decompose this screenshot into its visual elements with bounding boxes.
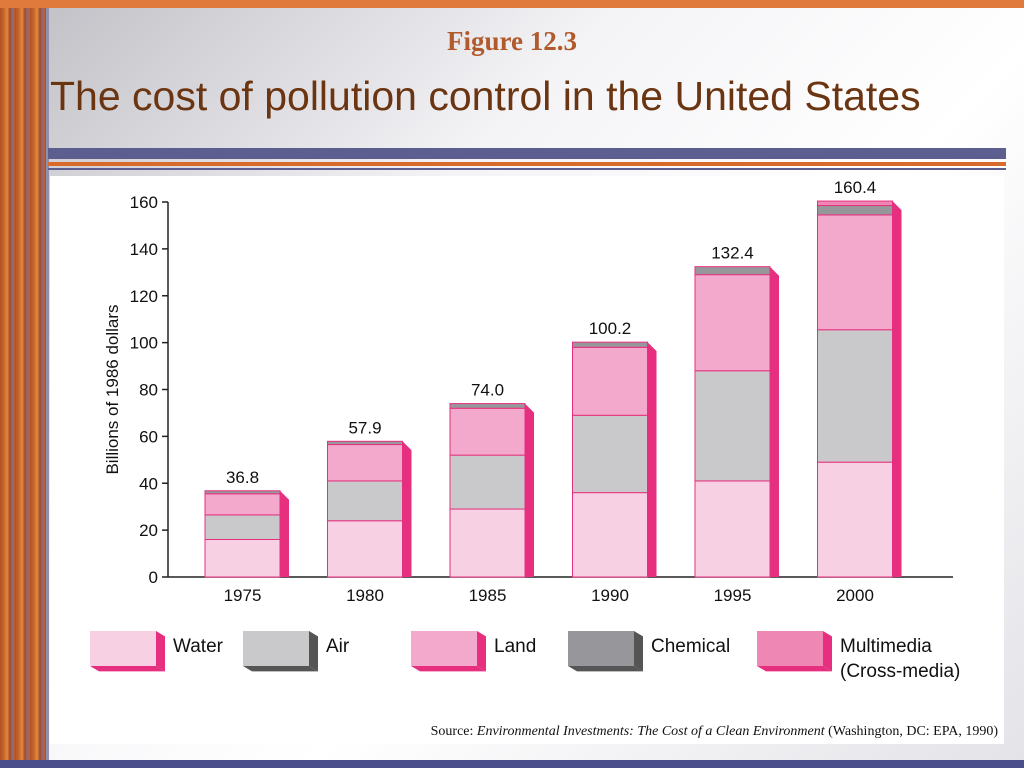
top-accent-bar	[0, 0, 1024, 8]
source-citation: Source: Environmental Investments: The C…	[431, 724, 998, 740]
bar-total-label: 160.4	[834, 178, 877, 197]
bar-segment-chemical	[572, 341, 648, 348]
bar-segment-multimedia	[817, 200, 893, 207]
bar-segment-air	[694, 370, 771, 482]
y-tick-label: 40	[139, 474, 158, 493]
bar-total-label: 36.8	[226, 468, 259, 487]
y-axis-label: Billions of 1986 dollars	[103, 304, 122, 474]
legend-label: Multimedia	[840, 636, 932, 657]
legend-swatch-bottom	[243, 666, 318, 672]
bar-segment-air	[204, 514, 281, 540]
bar-segment-land	[327, 444, 403, 482]
legend-label: Air	[326, 636, 350, 657]
title-rule-orange	[48, 162, 1006, 166]
bar-segment-water	[817, 461, 893, 578]
legend-label: Water	[173, 636, 224, 657]
bar-segment-land	[449, 407, 526, 456]
y-tick-label: 80	[139, 381, 158, 400]
slide-title: The cost of pollution control in the Uni…	[50, 73, 921, 119]
bar-segment-air	[327, 480, 403, 522]
legend-swatch-bottom	[568, 666, 643, 672]
bar-total-label: 74.0	[471, 381, 504, 400]
legend-swatch-side	[309, 631, 318, 672]
bar-segment-air	[572, 414, 648, 494]
legend-label: (Cross-media)	[840, 661, 960, 682]
bar-segment-land	[204, 493, 281, 516]
legend-swatch-side	[156, 631, 165, 672]
source-prefix: Source:	[430, 724, 477, 739]
legend-swatch	[757, 631, 823, 666]
bar-segment-water	[204, 539, 281, 578]
legend-label: Land	[494, 636, 536, 657]
left-strip-edge	[46, 8, 49, 760]
source-title: Environmental Investments: The Cost of a…	[476, 724, 825, 739]
bar-total-label: 100.2	[589, 319, 632, 338]
bar-segment-land	[572, 346, 648, 416]
legend-swatch	[411, 631, 477, 666]
bar-total-label: 57.9	[348, 418, 381, 437]
legend-swatch-side	[634, 631, 643, 672]
legend-swatch-side	[823, 631, 832, 672]
legend-swatch	[90, 631, 156, 666]
y-tick-label: 0	[149, 568, 158, 587]
y-tick-label: 100	[130, 334, 158, 353]
bar-segment-land	[694, 274, 771, 372]
bar-segment-land	[817, 214, 893, 331]
bar-segment-water	[694, 480, 771, 578]
x-tick-label: 1980	[346, 586, 384, 605]
x-tick-label: 2000	[836, 586, 874, 605]
legend-swatch	[568, 631, 634, 666]
bottom-accent-bar	[0, 760, 1024, 768]
left-decorative-strip	[0, 8, 46, 760]
bar-segment-air	[449, 454, 526, 510]
legend-label: Chemical	[651, 636, 730, 657]
stacked-bar-chart: 0 20 40 60 80 100 120 140 160 Billions of 1986 do…	[90, 178, 960, 682]
bar-segment-water	[449, 508, 526, 578]
bar-side-face	[770, 266, 779, 577]
x-tick-label: 1995	[714, 586, 752, 605]
figure-label: Figure 12.3	[447, 26, 577, 56]
bar-segment-chemical	[694, 266, 771, 276]
bar-side-face	[647, 342, 657, 577]
y-tick-label: 20	[139, 521, 158, 540]
bar-side-face	[892, 201, 902, 577]
y-tick-label: 60	[139, 427, 158, 446]
bar-side-face	[525, 403, 534, 577]
x-tick-label: 1990	[591, 586, 629, 605]
x-tick-label: 1975	[224, 586, 262, 605]
bar-segment-chemical	[817, 205, 893, 216]
legend-swatch	[243, 631, 309, 666]
bar-segment-chemical	[204, 490, 281, 495]
bar-total-label: 132.4	[711, 244, 754, 263]
legend-swatch-bottom	[411, 666, 486, 672]
legend-swatch-bottom	[90, 666, 165, 672]
bar-segment-chemical	[449, 403, 526, 409]
bar-side-face	[402, 441, 412, 577]
y-tick-label: 120	[130, 287, 158, 306]
source-suffix: (Washington, DC: EPA, 1990)	[824, 724, 998, 739]
legend-swatch-side	[477, 631, 486, 672]
x-tick-label: 1985	[469, 586, 507, 605]
bar-segment-chemical	[327, 440, 403, 446]
title-rule-thin	[48, 168, 1006, 170]
title-rule-blue	[48, 148, 1006, 159]
bar-segment-water	[327, 520, 403, 578]
bar-side-face	[280, 490, 289, 577]
y-tick-label: 140	[130, 240, 158, 259]
y-tick-label: 160	[130, 193, 158, 212]
bar-segment-air	[817, 329, 893, 463]
legend-swatch-bottom	[757, 666, 832, 672]
bar-segment-water	[572, 492, 648, 578]
